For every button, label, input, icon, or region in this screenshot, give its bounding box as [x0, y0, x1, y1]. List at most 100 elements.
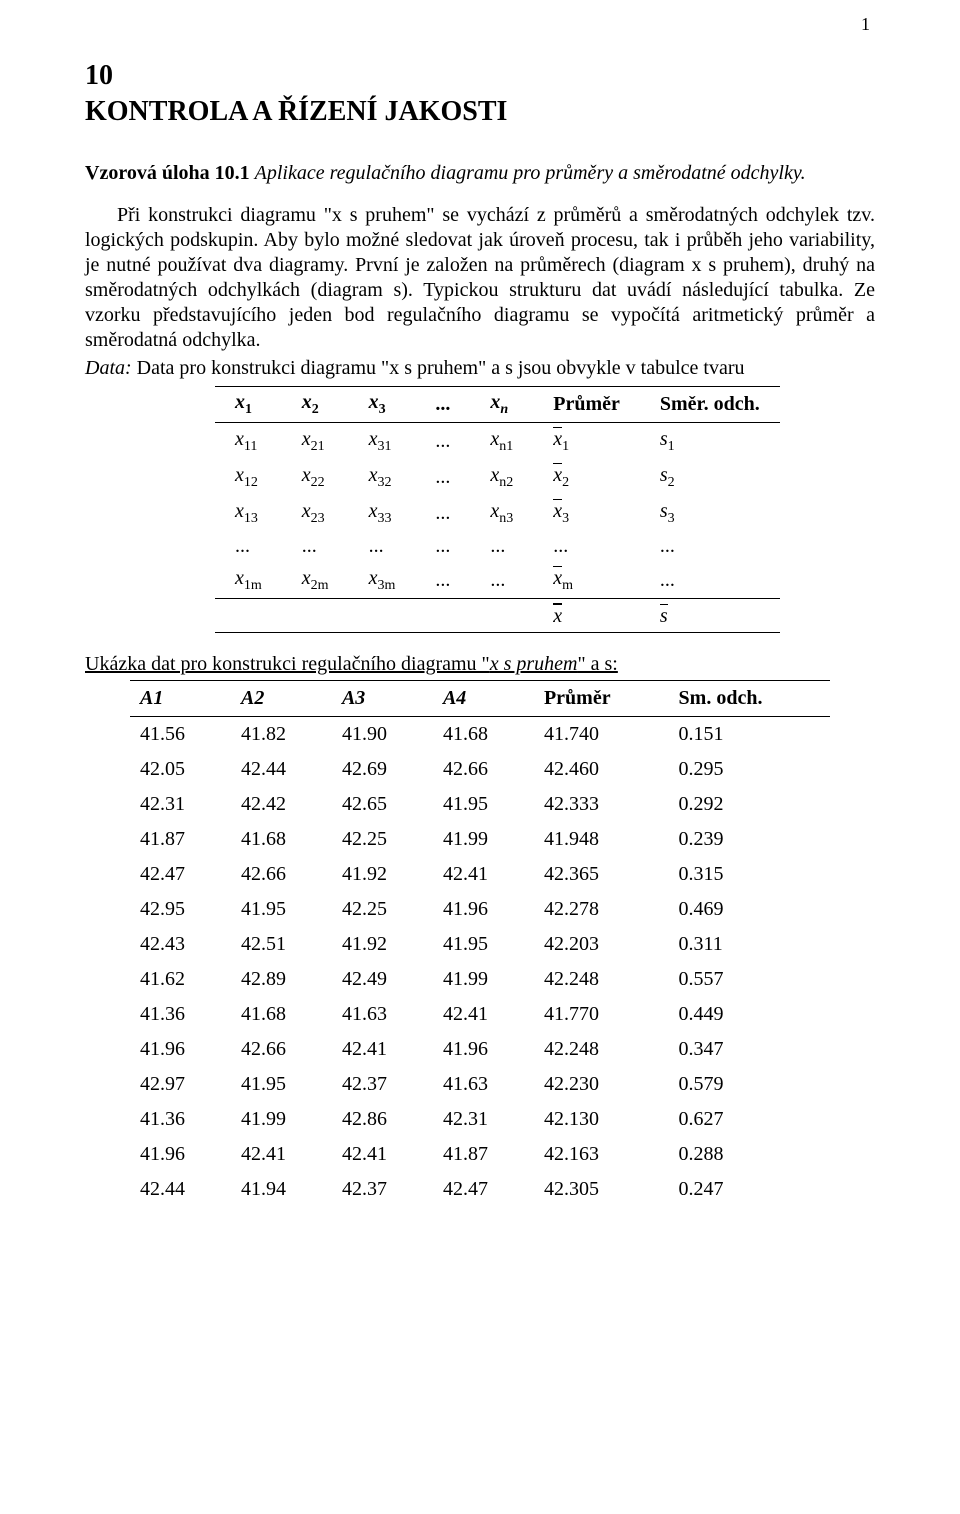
chapter-title: KONTROLA A ŘÍZENÍ JAKOSTI	[85, 96, 875, 128]
num-cell: 41.95	[433, 787, 534, 822]
chapter-number: 10	[85, 60, 875, 92]
num-cell: 0.557	[669, 962, 830, 997]
num-cell: 0.469	[669, 892, 830, 927]
num-header-row: A1A2A3A4PrůměrSm. odch.	[130, 681, 830, 717]
data-line: Data: Data pro konstrukci diagramu "x s …	[85, 357, 875, 380]
sym-h6: Průměr	[533, 387, 640, 423]
sym-footer-mean: x	[533, 599, 640, 633]
sym-row: x13x23x33...xn3x3s3	[215, 495, 780, 531]
num-cell: 42.41	[332, 1137, 433, 1172]
num-cell: 0.627	[669, 1102, 830, 1137]
num-cell: 41.82	[231, 717, 332, 753]
sym-cell: ...	[415, 531, 470, 562]
num-cell: 41.95	[231, 1067, 332, 1102]
sample-intro-em: x s pruhem	[490, 653, 578, 675]
num-cell: 42.49	[332, 962, 433, 997]
num-cell: 42.248	[534, 1032, 669, 1067]
num-cell: 42.47	[130, 857, 231, 892]
num-cell: 42.42	[231, 787, 332, 822]
sym-row: x11x21x31...xn1x1s1	[215, 423, 780, 460]
num-row: 42.9741.9542.3741.6342.2300.579	[130, 1067, 830, 1102]
sym-cell: ...	[415, 495, 470, 531]
num-cell: 0.239	[669, 822, 830, 857]
sym-cell: x1m	[215, 562, 282, 599]
sym-body: x11x21x31...xn1x1s1x12x22x32...xn2x2s2x1…	[215, 423, 780, 599]
sym-h2: x2	[282, 387, 349, 423]
num-cell: 42.25	[332, 892, 433, 927]
num-cell: 42.05	[130, 752, 231, 787]
sym-cell: ...	[415, 459, 470, 495]
num-cell: 42.248	[534, 962, 669, 997]
num-cell: 42.44	[231, 752, 332, 787]
num-cell: 41.90	[332, 717, 433, 753]
num-cell: 42.66	[231, 857, 332, 892]
sym-cell: s1	[640, 423, 780, 460]
sym-cell: x1	[533, 423, 640, 460]
num-cell: 41.36	[130, 1102, 231, 1137]
num-cell: 42.37	[332, 1172, 433, 1207]
num-cell: 0.295	[669, 752, 830, 787]
num-cell: 0.311	[669, 927, 830, 962]
num-row: 41.5641.8241.9041.6841.7400.151	[130, 717, 830, 753]
num-cell: 42.37	[332, 1067, 433, 1102]
num-cell: 42.44	[130, 1172, 231, 1207]
num-cell: 0.347	[669, 1032, 830, 1067]
num-cell: 41.96	[130, 1137, 231, 1172]
num-cell: 41.92	[332, 857, 433, 892]
sym-row: .....................	[215, 531, 780, 562]
num-cell: 42.41	[332, 1032, 433, 1067]
num-cell: 42.95	[130, 892, 231, 927]
num-cell: 42.41	[433, 997, 534, 1032]
sym-cell: xn3	[470, 495, 533, 531]
sym-cell: ...	[282, 531, 349, 562]
sym-cell: ...	[640, 531, 780, 562]
num-cell: 0.449	[669, 997, 830, 1032]
num-body: 41.5641.8241.9041.6841.7400.15142.0542.4…	[130, 717, 830, 1208]
numeric-table: A1A2A3A4PrůměrSm. odch. 41.5641.8241.904…	[130, 680, 830, 1207]
sym-cell: ...	[640, 562, 780, 599]
num-cell: 42.66	[231, 1032, 332, 1067]
num-cell: 41.96	[433, 892, 534, 927]
sample-intro-pre: Ukázka dat pro konstrukci regulačního di…	[85, 653, 490, 675]
num-cell: 41.99	[231, 1102, 332, 1137]
num-header-cell: A2	[231, 681, 332, 717]
num-cell: 0.151	[669, 717, 830, 753]
num-cell: 41.948	[534, 822, 669, 857]
num-row: 42.3142.4242.6541.9542.3330.292	[130, 787, 830, 822]
sym-cell: ...	[470, 562, 533, 599]
sym-footer-row: x s	[215, 599, 780, 633]
sym-cell: x22	[282, 459, 349, 495]
sym-cell: x2m	[282, 562, 349, 599]
sym-cell: x2	[533, 459, 640, 495]
num-cell: 42.203	[534, 927, 669, 962]
num-cell: 42.460	[534, 752, 669, 787]
num-cell: 42.86	[332, 1102, 433, 1137]
num-cell: 42.31	[433, 1102, 534, 1137]
num-cell: 42.89	[231, 962, 332, 997]
num-cell: 41.62	[130, 962, 231, 997]
sym-cell: ...	[470, 531, 533, 562]
sym-cell: xn1	[470, 423, 533, 460]
num-cell: 41.63	[332, 997, 433, 1032]
num-header-cell: A1	[130, 681, 231, 717]
num-row: 41.9642.4142.4141.8742.1630.288	[130, 1137, 830, 1172]
num-row: 42.4342.5141.9241.9542.2030.311	[130, 927, 830, 962]
num-cell: 0.292	[669, 787, 830, 822]
num-cell: 42.163	[534, 1137, 669, 1172]
sym-cell: ...	[533, 531, 640, 562]
num-cell: 41.68	[231, 822, 332, 857]
num-cell: 42.25	[332, 822, 433, 857]
num-cell: 42.41	[433, 857, 534, 892]
num-cell: 41.92	[332, 927, 433, 962]
sample-intro-post: " a s:	[577, 653, 617, 675]
sym-cell: x21	[282, 423, 349, 460]
num-cell: 42.51	[231, 927, 332, 962]
task-line: Vzorová úloha 10.1 Aplikace regulačního …	[85, 162, 875, 185]
sym-cell: ...	[415, 562, 470, 599]
num-cell: 41.87	[130, 822, 231, 857]
sym-cell: x23	[282, 495, 349, 531]
num-cell: 41.96	[433, 1032, 534, 1067]
sym-row: x1mx2mx3m......xm...	[215, 562, 780, 599]
page-number: 1	[861, 14, 870, 35]
sym-h4: ...	[415, 387, 470, 423]
